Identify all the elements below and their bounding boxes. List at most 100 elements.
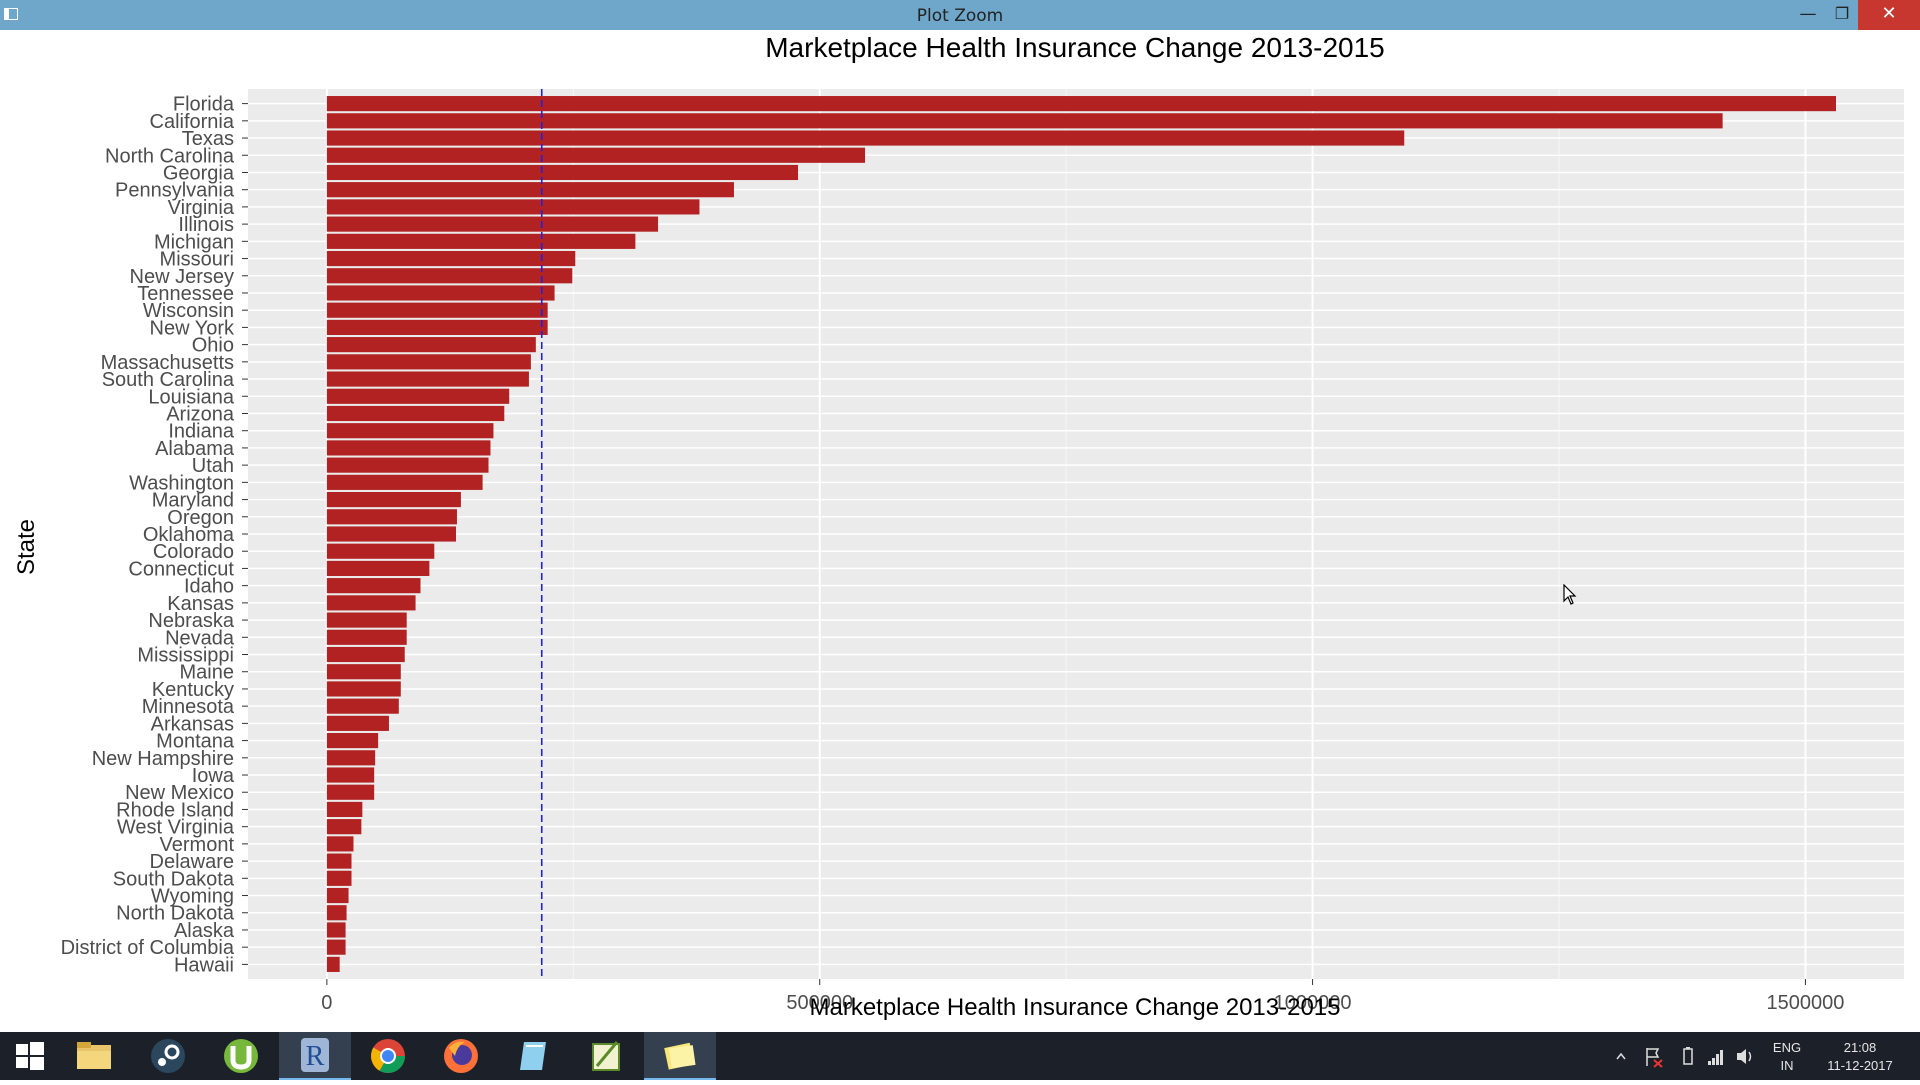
- window-titlebar[interactable]: Plot Zoom — ❐ ✕: [0, 0, 1920, 30]
- maximize-button[interactable]: ❐: [1834, 4, 1850, 23]
- y-tick-label: Maine: [180, 662, 234, 684]
- y-tick-label: Missouri: [160, 249, 234, 271]
- close-button[interactable]: ✕: [1858, 0, 1920, 30]
- y-tick-label: Montana: [156, 731, 235, 753]
- y-tick-label: New York: [150, 317, 235, 339]
- bar-kansas: [326, 595, 416, 611]
- y-tick-label: South Dakota: [113, 868, 235, 890]
- taskbar-notepad[interactable]: [498, 1032, 570, 1080]
- sticky-notes-icon: [664, 1042, 696, 1070]
- bar-kentucky: [326, 681, 401, 697]
- language-indicator[interactable]: ENG IN: [1770, 1032, 1804, 1080]
- x-axis-title: Marketplace Health Insurance Change 2013…: [809, 994, 1340, 1021]
- y-tick-label: Texas: [182, 128, 234, 150]
- speaker-icon: [1737, 1049, 1752, 1064]
- y-tick-label: Nevada: [165, 627, 235, 649]
- tray-network-button[interactable]: [1706, 1032, 1724, 1080]
- taskbar-editor[interactable]: [571, 1032, 643, 1080]
- bar-arizona: [326, 405, 505, 422]
- bar-west-virginia: [326, 819, 362, 835]
- x-tick-label: 500000: [786, 992, 853, 1014]
- taskbar-steam[interactable]: [132, 1032, 204, 1080]
- r-logo-icon: R: [301, 1038, 329, 1072]
- clock-date: 11-12-2017: [1827, 1058, 1893, 1073]
- y-tick-label: Oregon: [167, 507, 234, 529]
- x-tick-label: 0: [321, 992, 332, 1014]
- bar-washington: [326, 474, 483, 490]
- bar-maryland: [326, 491, 461, 508]
- bar-hawaii: [326, 956, 340, 972]
- x-tick-label: 1000000: [1274, 992, 1352, 1014]
- bar-oregon: [326, 509, 457, 525]
- y-tick-label: Pennsylvania: [115, 180, 235, 202]
- y-tick-label: Illinois: [178, 214, 234, 236]
- bar-montana: [326, 733, 379, 749]
- editor-icon: [592, 1041, 620, 1071]
- y-tick-label: Arizona: [166, 403, 235, 425]
- y-tick-label: New Jersey: [130, 266, 234, 288]
- show-hidden-icons-button[interactable]: [1614, 1032, 1628, 1080]
- language-code: ENG: [1772, 1040, 1802, 1055]
- start-button[interactable]: [0, 1032, 58, 1080]
- bar-south-carolina: [326, 371, 529, 387]
- bar-utah: [326, 457, 489, 473]
- y-tick-label: Massachusetts: [101, 352, 234, 374]
- taskbar-utorrent[interactable]: [205, 1032, 277, 1080]
- taskbar-file-explorer[interactable]: [58, 1032, 130, 1080]
- bar-texas: [326, 130, 1405, 146]
- x-tick-labels: 0 500000 1000000 1500000: [321, 979, 1844, 1014]
- y-tick-label: Michigan: [154, 231, 234, 253]
- firefox-icon: [444, 1039, 478, 1073]
- taskbar-sticky-notes[interactable]: [644, 1032, 716, 1080]
- tray-battery-button[interactable]: [1680, 1032, 1696, 1080]
- bar-nebraska: [326, 612, 407, 628]
- taskbar-firefox[interactable]: [425, 1032, 497, 1080]
- svg-text:R: R: [306, 1041, 325, 1072]
- bar-tennessee: [326, 285, 555, 301]
- y-tick-label: Indiana: [168, 421, 234, 443]
- mouse-cursor-icon: [1563, 584, 1577, 605]
- bar-rhode-island: [326, 801, 363, 818]
- bar-michigan: [326, 233, 636, 249]
- y-tick-label: Rhode Island: [116, 799, 234, 821]
- bar-california: [326, 113, 1723, 129]
- plot-area: Marketplace Health Insurance Change 2013…: [13, 32, 1904, 1021]
- y-tick-label: Oklahoma: [143, 524, 235, 546]
- bar-alaska: [326, 922, 346, 938]
- y-tick-label: Alabama: [155, 438, 235, 460]
- bar-new-hampshire: [326, 750, 376, 766]
- y-tick-label: Iowa: [192, 765, 235, 787]
- notepad-icon: [520, 1042, 546, 1070]
- y-tick-label: New Mexico: [125, 782, 234, 804]
- y-tick-label: New Hampshire: [92, 748, 234, 770]
- y-tick-label: Colorado: [153, 541, 234, 563]
- y-tick-label: Louisiana: [148, 386, 235, 408]
- y-tick-label: Arkansas: [151, 713, 234, 735]
- minimize-button[interactable]: —: [1799, 4, 1817, 24]
- bar-missouri: [326, 250, 576, 267]
- bar-new-york: [326, 319, 548, 335]
- clock[interactable]: 21:08 11-12-2017: [1818, 1032, 1902, 1080]
- y-tick-label: Ohio: [192, 335, 234, 357]
- region-code: IN: [1780, 1058, 1794, 1073]
- battery-icon: [1683, 1047, 1693, 1065]
- bar-illinois: [326, 216, 659, 232]
- bar-virginia: [326, 199, 700, 215]
- y-tick-label: Kentucky: [152, 679, 234, 701]
- y-tick-label: Wyoming: [151, 886, 234, 908]
- taskbar-r[interactable]: R: [279, 1032, 351, 1080]
- bar-south-dakota: [326, 870, 352, 886]
- tray-volume-button[interactable]: [1734, 1032, 1756, 1080]
- tray-flag-button[interactable]: [1642, 1032, 1664, 1080]
- bar-north-dakota: [326, 905, 347, 921]
- chrome-icon: [371, 1039, 405, 1073]
- y-tick-label: District of Columbia: [61, 937, 235, 959]
- window-app-icon[interactable]: [4, 8, 18, 20]
- x-tick-label: 1500000: [1766, 992, 1844, 1014]
- utorrent-icon: [224, 1039, 258, 1073]
- taskbar-chrome[interactable]: [352, 1032, 424, 1080]
- bar-district-of-columbia: [326, 939, 346, 955]
- window-title: Plot Zoom: [916, 6, 1004, 26]
- bar-nevada: [326, 629, 407, 645]
